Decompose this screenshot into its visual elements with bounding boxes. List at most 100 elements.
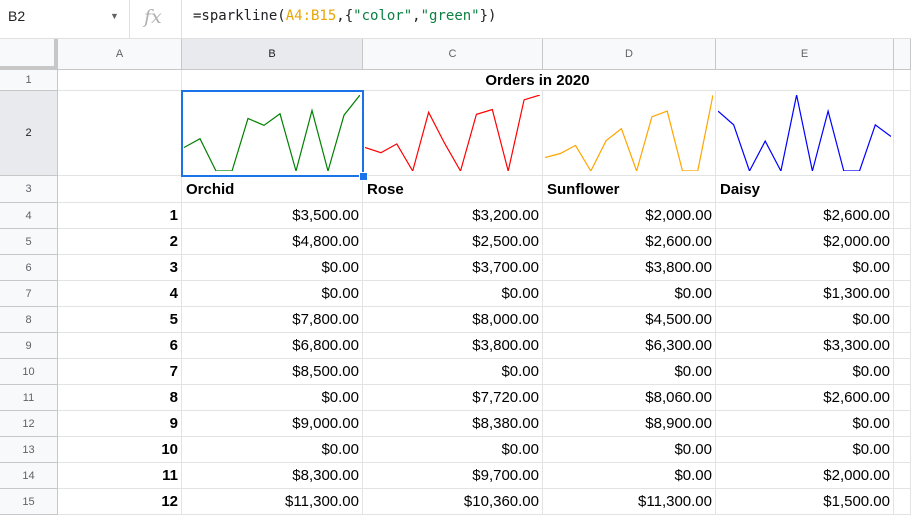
table-cell[interactable]: $2,600.00: [716, 203, 894, 229]
header-rose[interactable]: Rose: [363, 176, 543, 203]
table-cell[interactable]: $8,380.00: [363, 411, 543, 437]
column-header-b[interactable]: B: [182, 39, 363, 70]
table-cell[interactable]: $0.00: [716, 411, 894, 437]
row-header-4[interactable]: 4: [0, 203, 58, 229]
cell-f2[interactable]: [894, 91, 911, 176]
row-header-6[interactable]: 6: [0, 255, 58, 281]
column-header-c[interactable]: C: [363, 39, 543, 70]
cell-f[interactable]: [894, 411, 911, 437]
row-header-5[interactable]: 5: [0, 229, 58, 255]
table-cell[interactable]: $0.00: [182, 385, 363, 411]
cell-d2[interactable]: [543, 91, 716, 176]
order-number[interactable]: 10: [58, 437, 182, 463]
table-cell[interactable]: $2,000.00: [716, 463, 894, 489]
table-cell[interactable]: $3,800.00: [363, 333, 543, 359]
order-number[interactable]: 9: [58, 411, 182, 437]
order-number[interactable]: 6: [58, 333, 182, 359]
row-header-13[interactable]: 13: [0, 437, 58, 463]
table-cell[interactable]: $3,800.00: [543, 255, 716, 281]
cell-a2[interactable]: [58, 91, 182, 176]
table-cell[interactable]: $0.00: [363, 359, 543, 385]
table-cell[interactable]: $2,600.00: [543, 229, 716, 255]
table-cell[interactable]: $8,300.00: [182, 463, 363, 489]
chevron-down-icon[interactable]: ▼: [110, 11, 119, 21]
order-number[interactable]: 4: [58, 281, 182, 307]
table-cell[interactable]: $2,000.00: [716, 229, 894, 255]
table-cell[interactable]: $0.00: [363, 281, 543, 307]
table-cell[interactable]: $1,300.00: [716, 281, 894, 307]
column-header-d[interactable]: D: [543, 39, 716, 70]
order-number[interactable]: 1: [58, 203, 182, 229]
cell-a1[interactable]: [58, 70, 182, 91]
formula-input[interactable]: =sparkline(A4:B15,{"color","green"}): [193, 8, 497, 24]
order-number[interactable]: 11: [58, 463, 182, 489]
name-box[interactable]: B2 ▼: [0, 0, 130, 38]
row-header-7[interactable]: 7: [0, 281, 58, 307]
table-cell[interactable]: $2,000.00: [543, 203, 716, 229]
header-orchid[interactable]: Orchid: [182, 176, 363, 203]
row-header-15[interactable]: 15: [0, 489, 58, 515]
table-cell[interactable]: $0.00: [716, 359, 894, 385]
table-cell[interactable]: $11,300.00: [543, 489, 716, 515]
fill-handle[interactable]: [359, 172, 368, 181]
column-header-f[interactable]: [894, 39, 911, 70]
table-cell[interactable]: $6,800.00: [182, 333, 363, 359]
table-cell[interactable]: $0.00: [182, 281, 363, 307]
order-number[interactable]: 3: [58, 255, 182, 281]
table-cell[interactable]: $8,900.00: [543, 411, 716, 437]
table-cell[interactable]: $0.00: [182, 437, 363, 463]
table-cell[interactable]: $10,360.00: [363, 489, 543, 515]
table-cell[interactable]: $8,060.00: [543, 385, 716, 411]
order-number[interactable]: 12: [58, 489, 182, 515]
order-number[interactable]: 2: [58, 229, 182, 255]
table-cell[interactable]: $6,300.00: [543, 333, 716, 359]
column-header-e[interactable]: E: [716, 39, 894, 70]
row-header-12[interactable]: 12: [0, 411, 58, 437]
table-cell[interactable]: $4,800.00: [182, 229, 363, 255]
row-header-9[interactable]: 9: [0, 333, 58, 359]
row-header-8[interactable]: 8: [0, 307, 58, 333]
cell-f[interactable]: [894, 203, 911, 229]
table-cell[interactable]: $2,600.00: [716, 385, 894, 411]
table-cell[interactable]: $11,300.00: [182, 489, 363, 515]
table-cell[interactable]: $2,500.00: [363, 229, 543, 255]
order-number[interactable]: 8: [58, 385, 182, 411]
row-header-11[interactable]: 11: [0, 385, 58, 411]
cell-c2[interactable]: [363, 91, 543, 176]
table-cell[interactable]: $3,500.00: [182, 203, 363, 229]
table-cell[interactable]: $0.00: [716, 255, 894, 281]
header-daisy[interactable]: Daisy: [716, 176, 894, 203]
select-all-corner[interactable]: [0, 39, 58, 70]
order-number[interactable]: 5: [58, 307, 182, 333]
row-header-2[interactable]: 2: [0, 91, 58, 176]
row-header-3[interactable]: 3: [0, 176, 58, 203]
table-cell[interactable]: $9,700.00: [363, 463, 543, 489]
table-cell[interactable]: $0.00: [543, 463, 716, 489]
cell-f[interactable]: [894, 281, 911, 307]
cell-f[interactable]: [894, 359, 911, 385]
table-cell[interactable]: $0.00: [716, 437, 894, 463]
order-number[interactable]: 7: [58, 359, 182, 385]
cell-f[interactable]: [894, 385, 911, 411]
column-header-a[interactable]: A: [58, 39, 182, 70]
table-cell[interactable]: $3,200.00: [363, 203, 543, 229]
cell-a3[interactable]: [58, 176, 182, 203]
cell-f[interactable]: [894, 489, 911, 515]
cell-f[interactable]: [894, 255, 911, 281]
table-cell[interactable]: $8,500.00: [182, 359, 363, 385]
cell-f1[interactable]: [894, 70, 911, 91]
table-cell[interactable]: $0.00: [543, 437, 716, 463]
table-cell[interactable]: $0.00: [716, 307, 894, 333]
table-cell[interactable]: $3,300.00: [716, 333, 894, 359]
cell-f[interactable]: [894, 229, 911, 255]
table-cell[interactable]: $7,800.00: [182, 307, 363, 333]
cell-f[interactable]: [894, 333, 911, 359]
cell-e2[interactable]: [716, 91, 894, 176]
table-cell[interactable]: $8,000.00: [363, 307, 543, 333]
row-header-1[interactable]: 1: [0, 70, 58, 91]
table-cell[interactable]: $3,700.00: [363, 255, 543, 281]
cell-f3[interactable]: [894, 176, 911, 203]
table-cell[interactable]: $4,500.00: [543, 307, 716, 333]
row-header-10[interactable]: 10: [0, 359, 58, 385]
table-cell[interactable]: $0.00: [543, 359, 716, 385]
